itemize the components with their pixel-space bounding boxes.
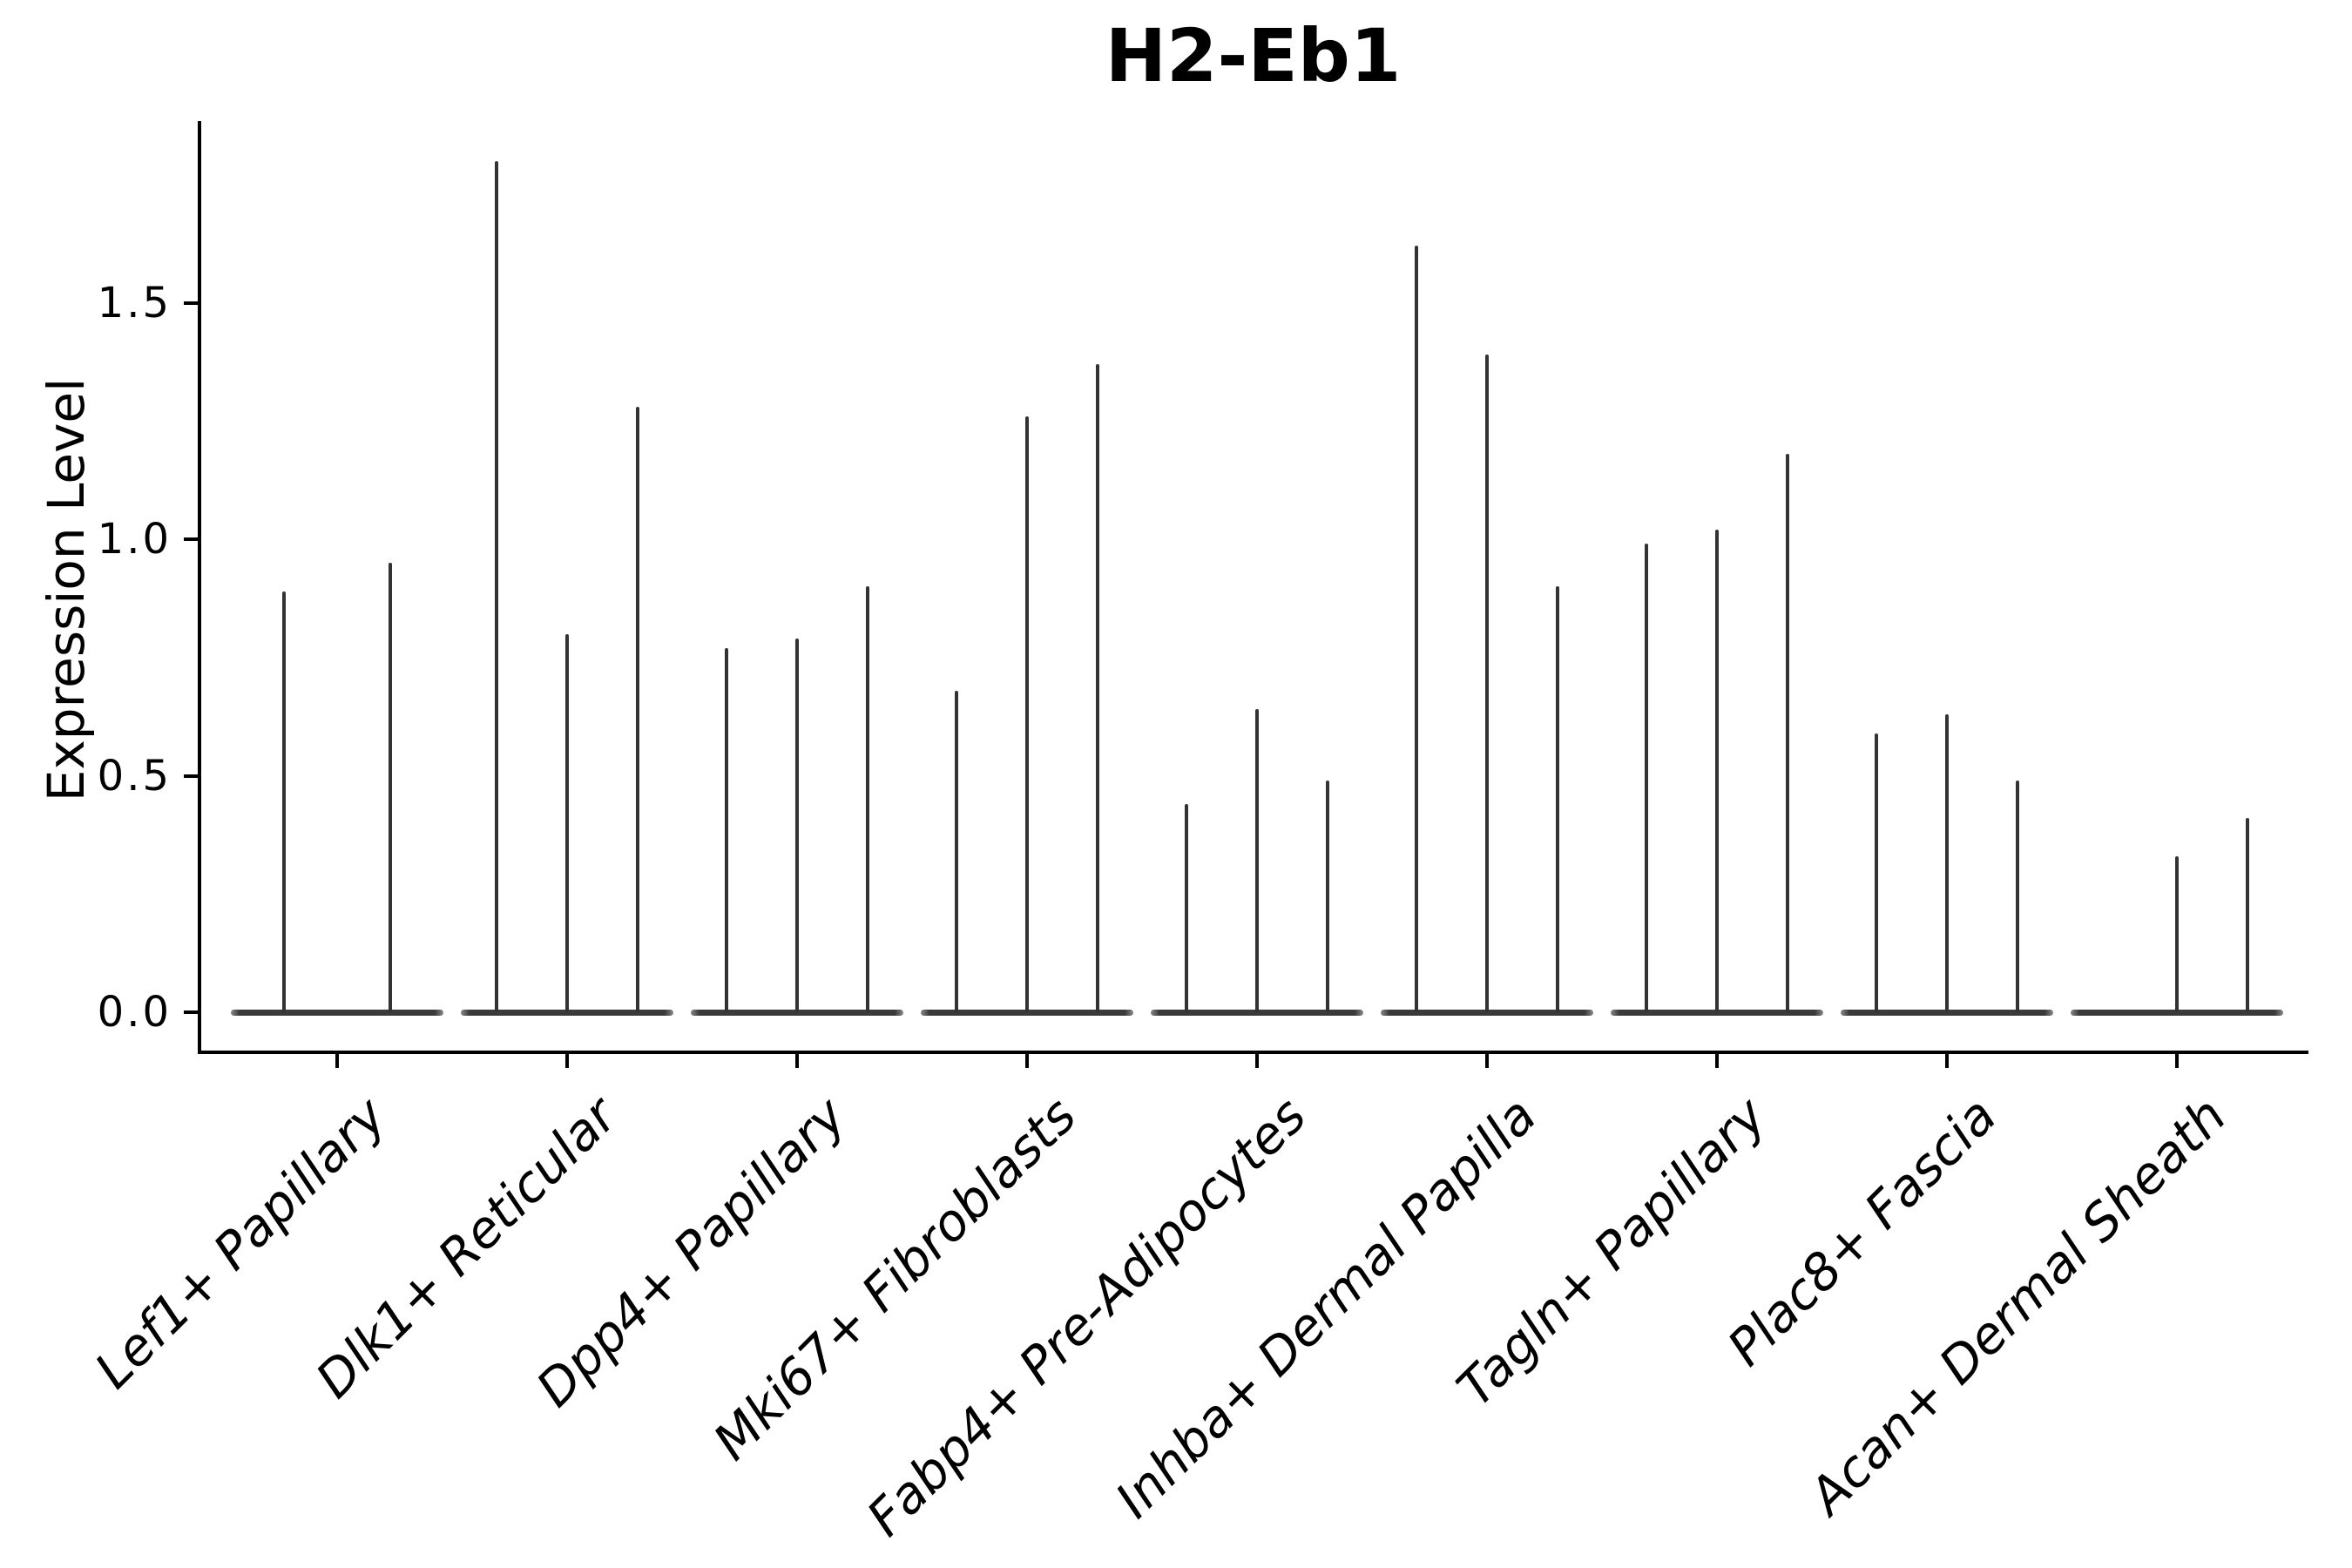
violin-spike [954, 690, 958, 1012]
y-tick-label: 1.0 [97, 515, 172, 564]
violin-spike [389, 563, 392, 1012]
y-tick-label: 0.0 [97, 988, 172, 1037]
violin-baseline [1381, 1010, 1593, 1016]
x-tick-mark [1485, 1054, 1489, 1068]
violin-spike [1945, 713, 1949, 1012]
violin-spike [795, 639, 799, 1012]
violin-spike [282, 591, 286, 1012]
y-tick-mark [184, 537, 198, 541]
violin-spike [1644, 544, 1648, 1012]
violin-spike [1874, 733, 1878, 1012]
y-tick-label: 1.5 [97, 278, 172, 328]
x-tick-mark [565, 1054, 569, 1068]
y-axis-label: Expression Level [37, 377, 96, 802]
violin-spike [1414, 246, 1418, 1012]
violin-spike [1184, 804, 1188, 1012]
violin-spike [1255, 709, 1259, 1012]
violin-spike [1715, 530, 1719, 1012]
violin-baseline [231, 1010, 443, 1016]
x-tick-mark [335, 1054, 339, 1068]
chart-title: H2-Eb1 [1105, 13, 1402, 98]
violin-spike [2246, 818, 2250, 1012]
violin-spike [2175, 855, 2179, 1012]
x-tick-mark [1945, 1054, 1949, 1068]
x-tick-mark [1025, 1054, 1029, 1068]
violin-spike [1786, 454, 1790, 1012]
x-category-label: Acan+ Dermal Sheath [1797, 1085, 2238, 1526]
violin-baseline [461, 1010, 673, 1016]
violin-spike [565, 633, 569, 1012]
plot-area [198, 121, 2308, 1054]
violin-spike [1326, 780, 1330, 1012]
y-tick-label: 0.5 [97, 751, 172, 801]
x-tick-mark [1255, 1054, 1259, 1068]
violin-spike [866, 586, 870, 1012]
y-tick-mark [184, 774, 198, 778]
x-category-label: Inhba+ Dermal Papilla [1104, 1085, 1548, 1530]
x-tick-mark [795, 1054, 799, 1068]
x-category-label: Fabp4+ Pre-Adipocytes [855, 1085, 1318, 1548]
violin-spike [1096, 364, 1100, 1012]
violin-baseline [1841, 1010, 2053, 1016]
violin-baseline [921, 1010, 1133, 1016]
violin-spike [2016, 780, 2020, 1012]
violin-baseline [1611, 1010, 1823, 1016]
violin-spike [636, 406, 640, 1012]
violin-spike [1485, 355, 1489, 1012]
violin-spike [1556, 586, 1560, 1012]
violin-spike [494, 160, 498, 1012]
violin-spike [1025, 416, 1029, 1012]
y-tick-mark [184, 301, 198, 305]
violin-baseline [2071, 1010, 2283, 1016]
y-tick-mark [184, 1010, 198, 1014]
violin-baseline [1151, 1010, 1363, 1016]
violin-baseline [691, 1010, 903, 1016]
x-tick-mark [1715, 1054, 1719, 1068]
violin-spike [724, 647, 728, 1012]
x-tick-mark [2175, 1054, 2179, 1068]
